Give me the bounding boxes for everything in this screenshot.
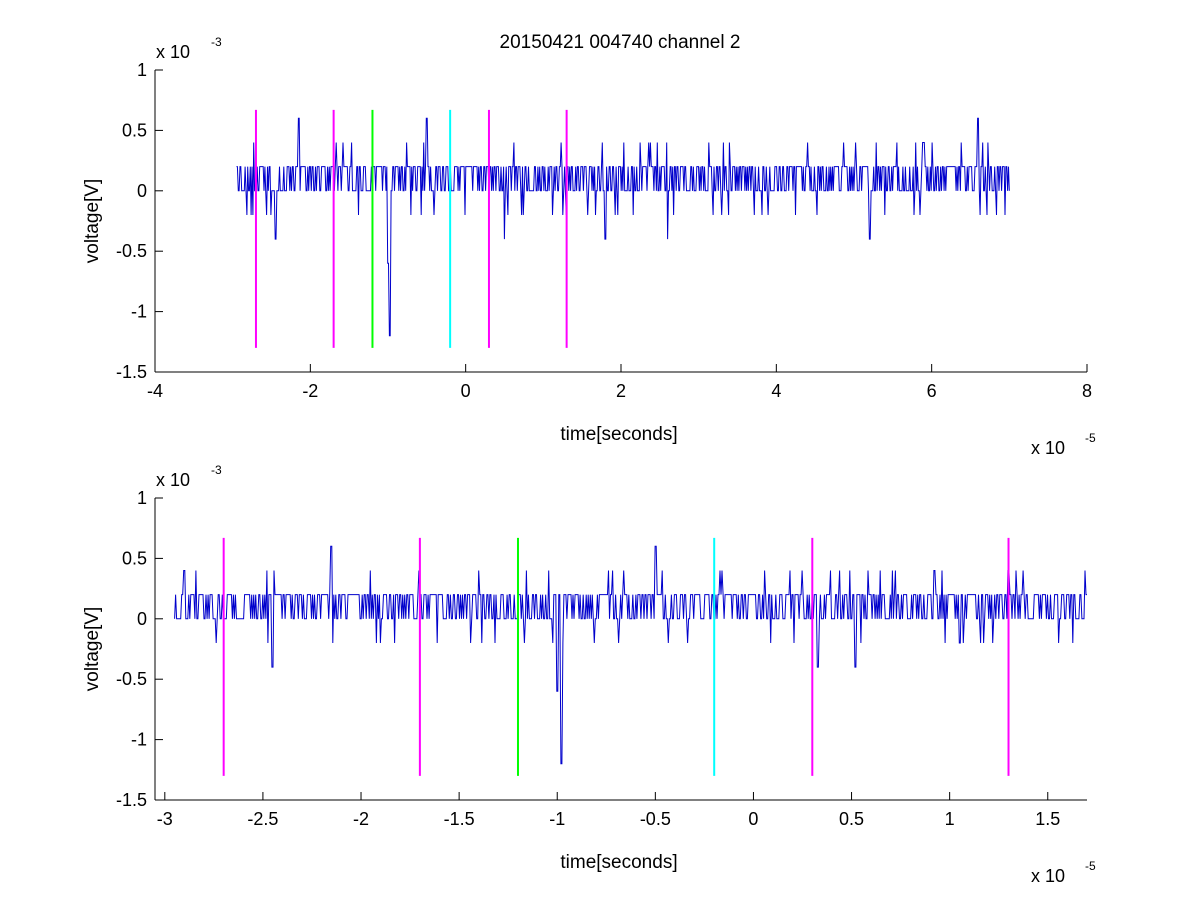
y-exponent-power: -3 <box>211 35 222 49</box>
x-exponent-label: x 10 <box>1031 866 1065 886</box>
y-tick-label: 0 <box>137 181 147 201</box>
x-exponent-label: x 10 <box>1031 438 1065 458</box>
y-tick-label: 0 <box>137 609 147 629</box>
signal-trace <box>174 545 1087 765</box>
x-tick-label: -2.5 <box>247 809 278 829</box>
y-tick-label: -1.5 <box>116 790 147 810</box>
x-axis-label: time[seconds] <box>560 424 677 445</box>
y-exponent-power: -3 <box>211 463 222 477</box>
y-tick-label: -0.5 <box>116 241 147 261</box>
x-tick-label: -4 <box>147 381 163 401</box>
signal-trace <box>236 117 1010 337</box>
x-exponent-power: -5 <box>1085 431 1096 445</box>
y-tick-label: -1 <box>131 730 147 750</box>
x-tick-label: -1 <box>549 809 565 829</box>
x-tick-label: 6 <box>927 381 937 401</box>
y-axis-label: voltage[V] <box>82 607 103 692</box>
x-tick-label: 1 <box>945 809 955 829</box>
x-tick-label: -3 <box>157 809 173 829</box>
x-tick-label: -2 <box>302 381 318 401</box>
x-tick-label: -2 <box>353 809 369 829</box>
x-axis-label: time[seconds] <box>560 852 677 873</box>
y-tick-label: 1 <box>137 488 147 508</box>
y-tick-label: 0.5 <box>122 120 147 140</box>
y-exponent-label: x 10 <box>156 470 190 490</box>
x-tick-label: 2 <box>616 381 626 401</box>
bottom-subplot: -3 -2.5 -2 -1.5 -1 -0.5 0 0.5 1 1.5 -1.5 -1 -0.5 0 0.5… <box>82 463 1096 886</box>
x-tick-label: 4 <box>771 381 781 401</box>
x-exponent-power: -5 <box>1085 859 1096 873</box>
figure-title: 20150421 004740 channel 2 <box>500 32 741 53</box>
y-tick-label: -1.5 <box>116 362 147 382</box>
y-axis-label: voltage[V] <box>82 179 103 264</box>
y-exponent-label: x 10 <box>156 42 190 62</box>
x-tick-label: -0.5 <box>640 809 671 829</box>
x-tick-label: 0 <box>461 381 471 401</box>
y-tick-label: 1 <box>137 60 147 80</box>
x-tick-label: -1.5 <box>444 809 475 829</box>
y-tick-label: -0.5 <box>116 669 147 689</box>
x-tick-label: 8 <box>1082 381 1092 401</box>
top-subplot: -4 -2 0 2 4 6 8 -1.5 -1 -0.5 0 0.5 1 time[seconds] vol… <box>82 35 1096 458</box>
y-tick-label: -1 <box>131 302 147 322</box>
x-tick-label: 0 <box>748 809 758 829</box>
y-tick-label: 0.5 <box>122 548 147 568</box>
x-tick-label: 1.5 <box>1035 809 1060 829</box>
x-tick-label: 0.5 <box>839 809 864 829</box>
